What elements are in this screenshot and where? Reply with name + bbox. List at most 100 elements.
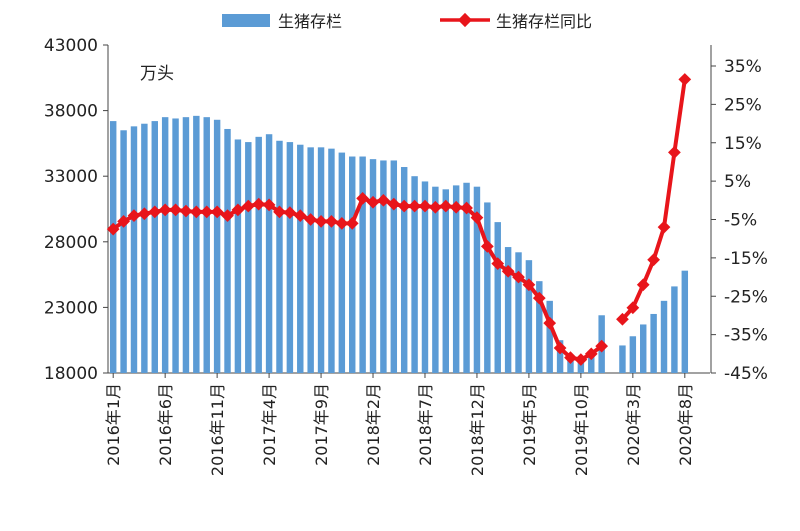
bar-inventory <box>349 156 356 373</box>
yoy-point <box>293 209 307 223</box>
legend: 生猪存栏 生猪存栏同比 <box>222 12 592 31</box>
x-axis-labels: 2016年1月 2016年6月 2016年11月 2017年4月 2017年9月 2018… <box>104 373 695 476</box>
yoy-point <box>449 200 463 214</box>
bar-inventory <box>671 286 678 373</box>
yoy-point <box>106 222 120 236</box>
y-right-tick-label: -45% <box>724 364 768 384</box>
bar-inventory <box>328 148 335 373</box>
x-tick-label: 2019年10月 <box>572 383 591 476</box>
bar-inventory <box>161 117 169 373</box>
bar-inventory <box>504 247 512 373</box>
y-left-tick-label: 18000 <box>44 364 98 384</box>
bar-inventory <box>369 159 377 373</box>
bar-inventory <box>452 185 460 373</box>
yoy-point <box>345 216 359 230</box>
yoy-point <box>158 203 172 217</box>
yoy-point <box>335 216 349 230</box>
x-tick-label: 2017年9月 <box>312 383 331 466</box>
bar-inventory <box>317 147 325 373</box>
bar-inventory <box>141 123 148 373</box>
x-tick-label: 2018年12月 <box>468 383 487 476</box>
yoy-point <box>283 206 297 219</box>
yoy-point <box>325 215 338 228</box>
y-right-tick-label: 5% <box>724 172 751 192</box>
bar-inventory <box>109 121 117 373</box>
bar-inventory <box>577 359 585 373</box>
yoy-point <box>210 205 224 219</box>
bar-inventory <box>297 144 304 373</box>
bar-inventory <box>484 202 491 373</box>
bar-inventory <box>432 186 439 373</box>
yoy-point <box>397 199 411 213</box>
yoy-point <box>127 209 141 223</box>
bar-inventory <box>681 270 689 373</box>
y-left-tick-label: 33000 <box>44 167 98 187</box>
yoy-point <box>470 211 484 224</box>
y-right-tick-label: -5% <box>724 211 757 231</box>
bar-inventory <box>276 140 283 373</box>
bar-inventory <box>193 115 200 374</box>
x-tick-label: 2020年8月 <box>676 383 695 466</box>
bar-inventory <box>234 139 242 373</box>
legend-bar-swatch <box>222 14 270 27</box>
bar-inventory <box>307 147 314 373</box>
x-tick-label: 2018年7月 <box>416 383 435 466</box>
bar-inventory <box>567 355 574 373</box>
x-tick-label: 2018年2月 <box>364 383 383 466</box>
yoy-point <box>241 199 255 213</box>
bar-inventory <box>359 156 366 373</box>
bar-inventory <box>411 176 418 373</box>
bar-inventory <box>619 345 626 373</box>
x-tick-label: 2020年3月 <box>624 383 643 466</box>
y-right-tick-label: -35% <box>724 326 768 346</box>
yoy-line-segment <box>620 79 687 321</box>
bar-inventory <box>151 121 158 373</box>
yoy-point <box>221 209 234 223</box>
bar-inventory <box>536 281 543 373</box>
yoy-point <box>408 199 421 213</box>
bar-inventory <box>650 313 657 373</box>
bar-inventory <box>182 117 190 373</box>
yoy-point <box>231 203 245 217</box>
x-tick-label: 2017年4月 <box>260 383 279 466</box>
yoy-point <box>460 201 473 215</box>
x-tick-label: 2016年1月 <box>104 383 123 466</box>
y-right-tick-label: 25% <box>724 95 762 115</box>
yoy-point <box>262 198 276 212</box>
bar-series <box>109 115 689 374</box>
yoy-point <box>200 205 214 219</box>
yoy-point <box>678 73 692 86</box>
yoy-point <box>189 205 203 219</box>
y-right-tick-label: -15% <box>724 249 768 269</box>
bar-inventory <box>640 324 647 373</box>
yoy-point <box>252 197 266 211</box>
yoy-point <box>636 278 650 292</box>
bar-inventory <box>556 340 564 373</box>
bar-inventory <box>130 126 138 374</box>
bar-inventory <box>588 355 595 373</box>
yoy-point <box>543 316 557 330</box>
bar-inventory <box>660 300 668 373</box>
bar-inventory <box>473 186 481 373</box>
bar-inventory <box>213 119 221 373</box>
yoy-point <box>304 213 318 226</box>
yoy-point <box>647 253 660 267</box>
bar-inventory <box>525 260 533 373</box>
yoy-point <box>377 193 390 207</box>
bar-inventory <box>265 134 273 373</box>
yoy-point <box>418 199 432 213</box>
yoy-point <box>491 257 505 270</box>
bar-inventory <box>442 189 449 373</box>
y-left-tick-label: 28000 <box>44 233 98 253</box>
y-right-tick-label: 15% <box>724 134 762 154</box>
bar-inventory <box>421 181 429 373</box>
bar-inventory <box>120 130 127 373</box>
x-tick-label: 2019年5月 <box>520 383 539 466</box>
bar-inventory <box>172 118 179 373</box>
yoy-point <box>314 215 328 228</box>
bar-inventory <box>255 136 262 373</box>
legend-label-yoy: 生猪存栏同比 <box>496 12 592 31</box>
yoy-point <box>148 205 162 219</box>
bar-inventory <box>629 336 637 373</box>
